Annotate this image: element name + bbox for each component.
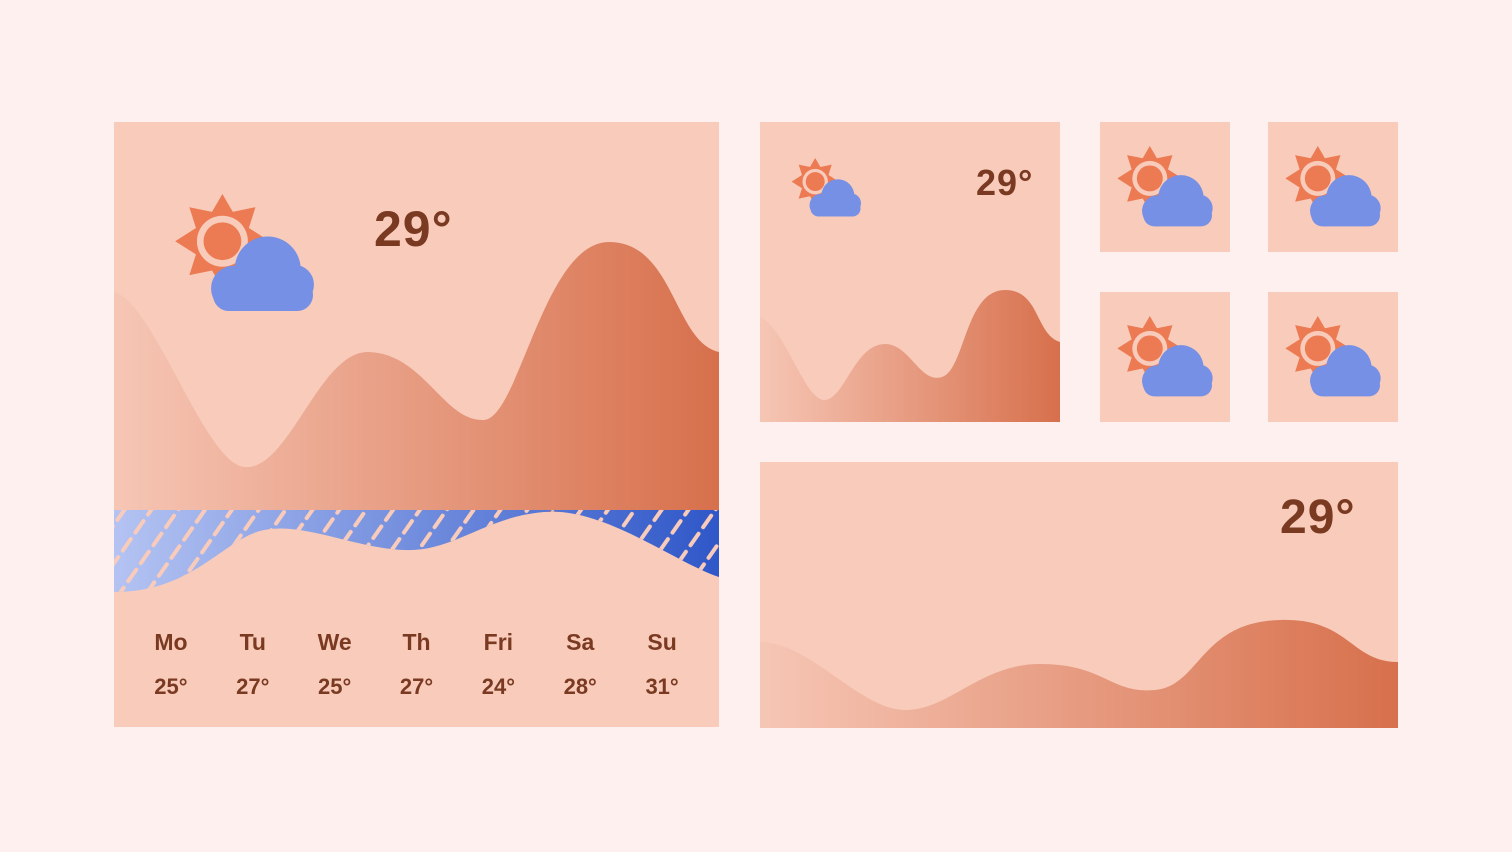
forecast-day: Th 27° (376, 627, 458, 717)
forecast-day-temp: 28° (563, 674, 597, 699)
sun-cloud-icon (1285, 316, 1381, 397)
medium-weather-widget[interactable]: 29° (760, 122, 1060, 422)
forecast-day-label: We (317, 629, 352, 655)
forecast-day-label: Sa (566, 629, 595, 655)
current-temperature: 29° (1280, 491, 1356, 544)
forecast-day-temp: 24° (481, 674, 515, 699)
forecast-day-label: Th (402, 629, 431, 655)
forecast-day: Fri 24° (457, 627, 539, 717)
current-temperature: 29° (374, 201, 453, 257)
sun-cloud-icon (1117, 316, 1213, 397)
temperature-curve (114, 242, 719, 512)
forecast-day: Su 31° (621, 627, 703, 717)
forecast-day-temp: 25° (318, 674, 352, 699)
small-weather-widget[interactable] (1100, 292, 1230, 422)
temperature-curve-chart (760, 619, 1398, 728)
forecast-day-label: Su (647, 629, 677, 655)
forecast-day: Mo 25° (130, 627, 212, 717)
current-temperature: 29° (976, 162, 1034, 203)
forecast-day-temp: 31° (645, 674, 679, 699)
sun-cloud-icon (1117, 146, 1213, 227)
large-weather-widget[interactable]: 29° Mo 25° Tu 27° We 25° Th 27° Fri 24° … (114, 122, 719, 727)
sun-cloud-icon (1285, 146, 1381, 227)
forecast-day: Sa 28° (539, 627, 621, 717)
forecast-day-label: Fri (483, 629, 514, 655)
wide-weather-widget[interactable]: 29° (760, 462, 1398, 728)
small-weather-widget[interactable] (1268, 292, 1398, 422)
temperature-curve (760, 619, 1398, 728)
temperature-curve-chart (114, 242, 719, 592)
forecast-day-temp: 27° (399, 674, 434, 699)
forecast-day: We 25° (294, 627, 376, 717)
precipitation-streaks (114, 510, 719, 592)
forecast-day-temp: 25° (154, 674, 188, 699)
forecast-day-temp: 27° (236, 674, 270, 699)
sun-cloud-icon (791, 158, 861, 217)
temperature-curve-chart (760, 290, 1060, 422)
forecast-day: Tu 27° (212, 627, 294, 717)
forecast-row: Mo 25° Tu 27° We 25° Th 27° Fri 24° Sa 2… (114, 627, 719, 717)
small-weather-widget[interactable] (1100, 122, 1230, 252)
forecast-day-label: Mo (154, 629, 188, 655)
sun-cloud-icon (175, 194, 314, 312)
forecast-day-label: Tu (239, 629, 266, 655)
temperature-curve (760, 290, 1060, 422)
small-weather-widget[interactable] (1268, 122, 1398, 252)
